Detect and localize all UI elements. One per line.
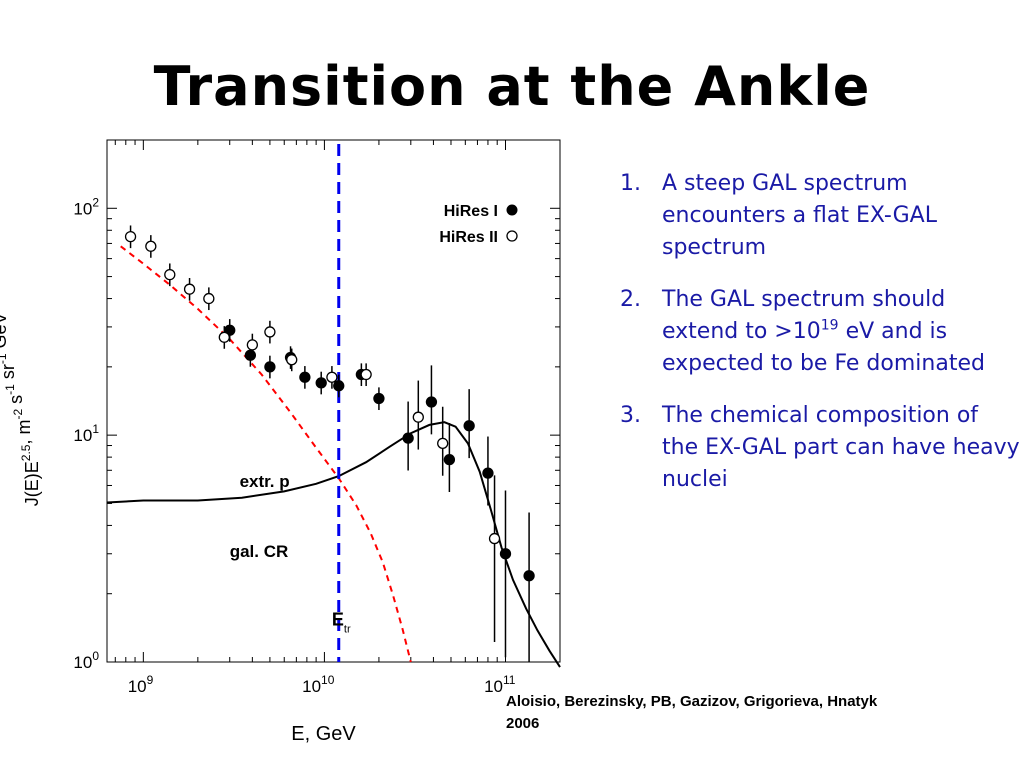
axes: 109 1010 1011 100 101 102 E, GeV J(E)E2.5, m-2 …	[0, 139, 561, 745]
x-tick-label: 109	[128, 673, 154, 696]
hires-i-point	[499, 548, 512, 560]
bullet-text-part: The GAL spectrum should extend to >10	[662, 287, 946, 344]
model-curves	[106, 245, 561, 668]
bullet-number: 2.	[620, 287, 641, 312]
extr-p-curve	[106, 421, 561, 668]
y-tick-label: 102	[73, 195, 99, 218]
hires-i-point	[315, 377, 327, 389]
citation: Aloisio, Berezinsky, PB, Gazizov, Grigor…	[506, 691, 1006, 735]
bullet-text: The GAL spectrum should extend to >1019 …	[662, 284, 1020, 380]
gal-cr-curve	[120, 245, 412, 663]
extr-p-label: extr. p	[240, 472, 290, 491]
x-axis-label: E, GeV	[291, 723, 356, 745]
hires-ii-point	[164, 268, 176, 281]
bullet-text-part: eV and is expected to be Fe dominated	[662, 319, 985, 376]
legend-label-hires-i: HiRes I	[444, 203, 498, 220]
hires-i-point	[463, 420, 475, 432]
bullet-number: 1.	[620, 171, 641, 196]
citation-authors: Aloisio, Berezinsky, PB, Gazizov, Grigor…	[506, 693, 878, 710]
hires-i-point	[299, 371, 311, 383]
hires-i-point	[425, 396, 438, 408]
y-tick-label: 100	[73, 649, 99, 672]
bullet-point-2: 2. The GAL spectrum should extend to >10…	[620, 284, 1020, 380]
hires-ii-point	[286, 354, 298, 366]
hires-i-point	[482, 467, 494, 479]
data-points	[124, 225, 535, 662]
bullet-number: 3.	[620, 403, 641, 428]
hires-i-point	[443, 453, 456, 466]
hires-i-point	[264, 361, 276, 373]
legend-label-hires-ii: HiRes II	[439, 229, 498, 246]
citation-year: 2006	[506, 715, 540, 732]
hires-ii-point	[437, 437, 449, 450]
chart-panel: 109 1010 1011 100 101 102 E, GeV J(E)E2.5, m-2 …	[0, 130, 565, 768]
e-tr-label: Etr	[332, 609, 351, 635]
hires-ii-point	[412, 411, 424, 423]
hires-i-point	[244, 349, 257, 361]
hires-ii-point	[124, 230, 137, 243]
plot-frame	[106, 139, 561, 663]
hires-ii-point	[264, 326, 276, 338]
hires-ii-point	[326, 371, 338, 383]
exponent: 19	[820, 317, 839, 334]
x-tick-label: 1011	[484, 673, 516, 696]
slide-title: Transition at the Ankle	[153, 55, 871, 118]
hires-ii-point	[203, 292, 215, 305]
hires-i-point	[523, 570, 535, 582]
bullet-text: The chemical composition of the EX-GAL p…	[662, 403, 1020, 492]
bullet-text: A steep GAL spectrum encounters a flat E…	[662, 171, 937, 260]
hires-ii-point	[183, 283, 196, 295]
bullet-point-1: 1. A steep GAL spectrum encounters a fla…	[620, 168, 1020, 264]
gal-cr-label: gal. CR	[230, 542, 289, 561]
x-tick-label: 1010	[302, 673, 335, 696]
hires-i-point	[373, 392, 385, 405]
legend-marker-hires-ii	[506, 230, 518, 242]
bullet-point-3: 3. The chemical composition of the EX-GA…	[620, 400, 1020, 496]
hires-i-point	[333, 380, 345, 392]
hires-ii-point	[145, 240, 157, 252]
bullet-list: 1. A steep GAL spectrum encounters a fla…	[620, 168, 1020, 516]
chart-svg: 109 1010 1011 100 101 102 E, GeV J(E)E2.5, m-2 …	[0, 139, 561, 745]
hires-i-point	[402, 432, 414, 444]
hires-ii-point	[488, 532, 501, 545]
y-axis-label: J(E)E2.5, m-2 s-1 sr-1 GeV1.5	[0, 295, 42, 506]
hires-ii-point	[218, 331, 230, 343]
chart-labels: HiRes I HiRes II extr. p gal. CR Etr	[230, 203, 518, 635]
legend-marker-hires-i	[506, 204, 518, 216]
y-tick-label: 101	[73, 422, 99, 445]
hires-ii-point	[360, 368, 372, 381]
hires-ii-point	[246, 339, 259, 351]
